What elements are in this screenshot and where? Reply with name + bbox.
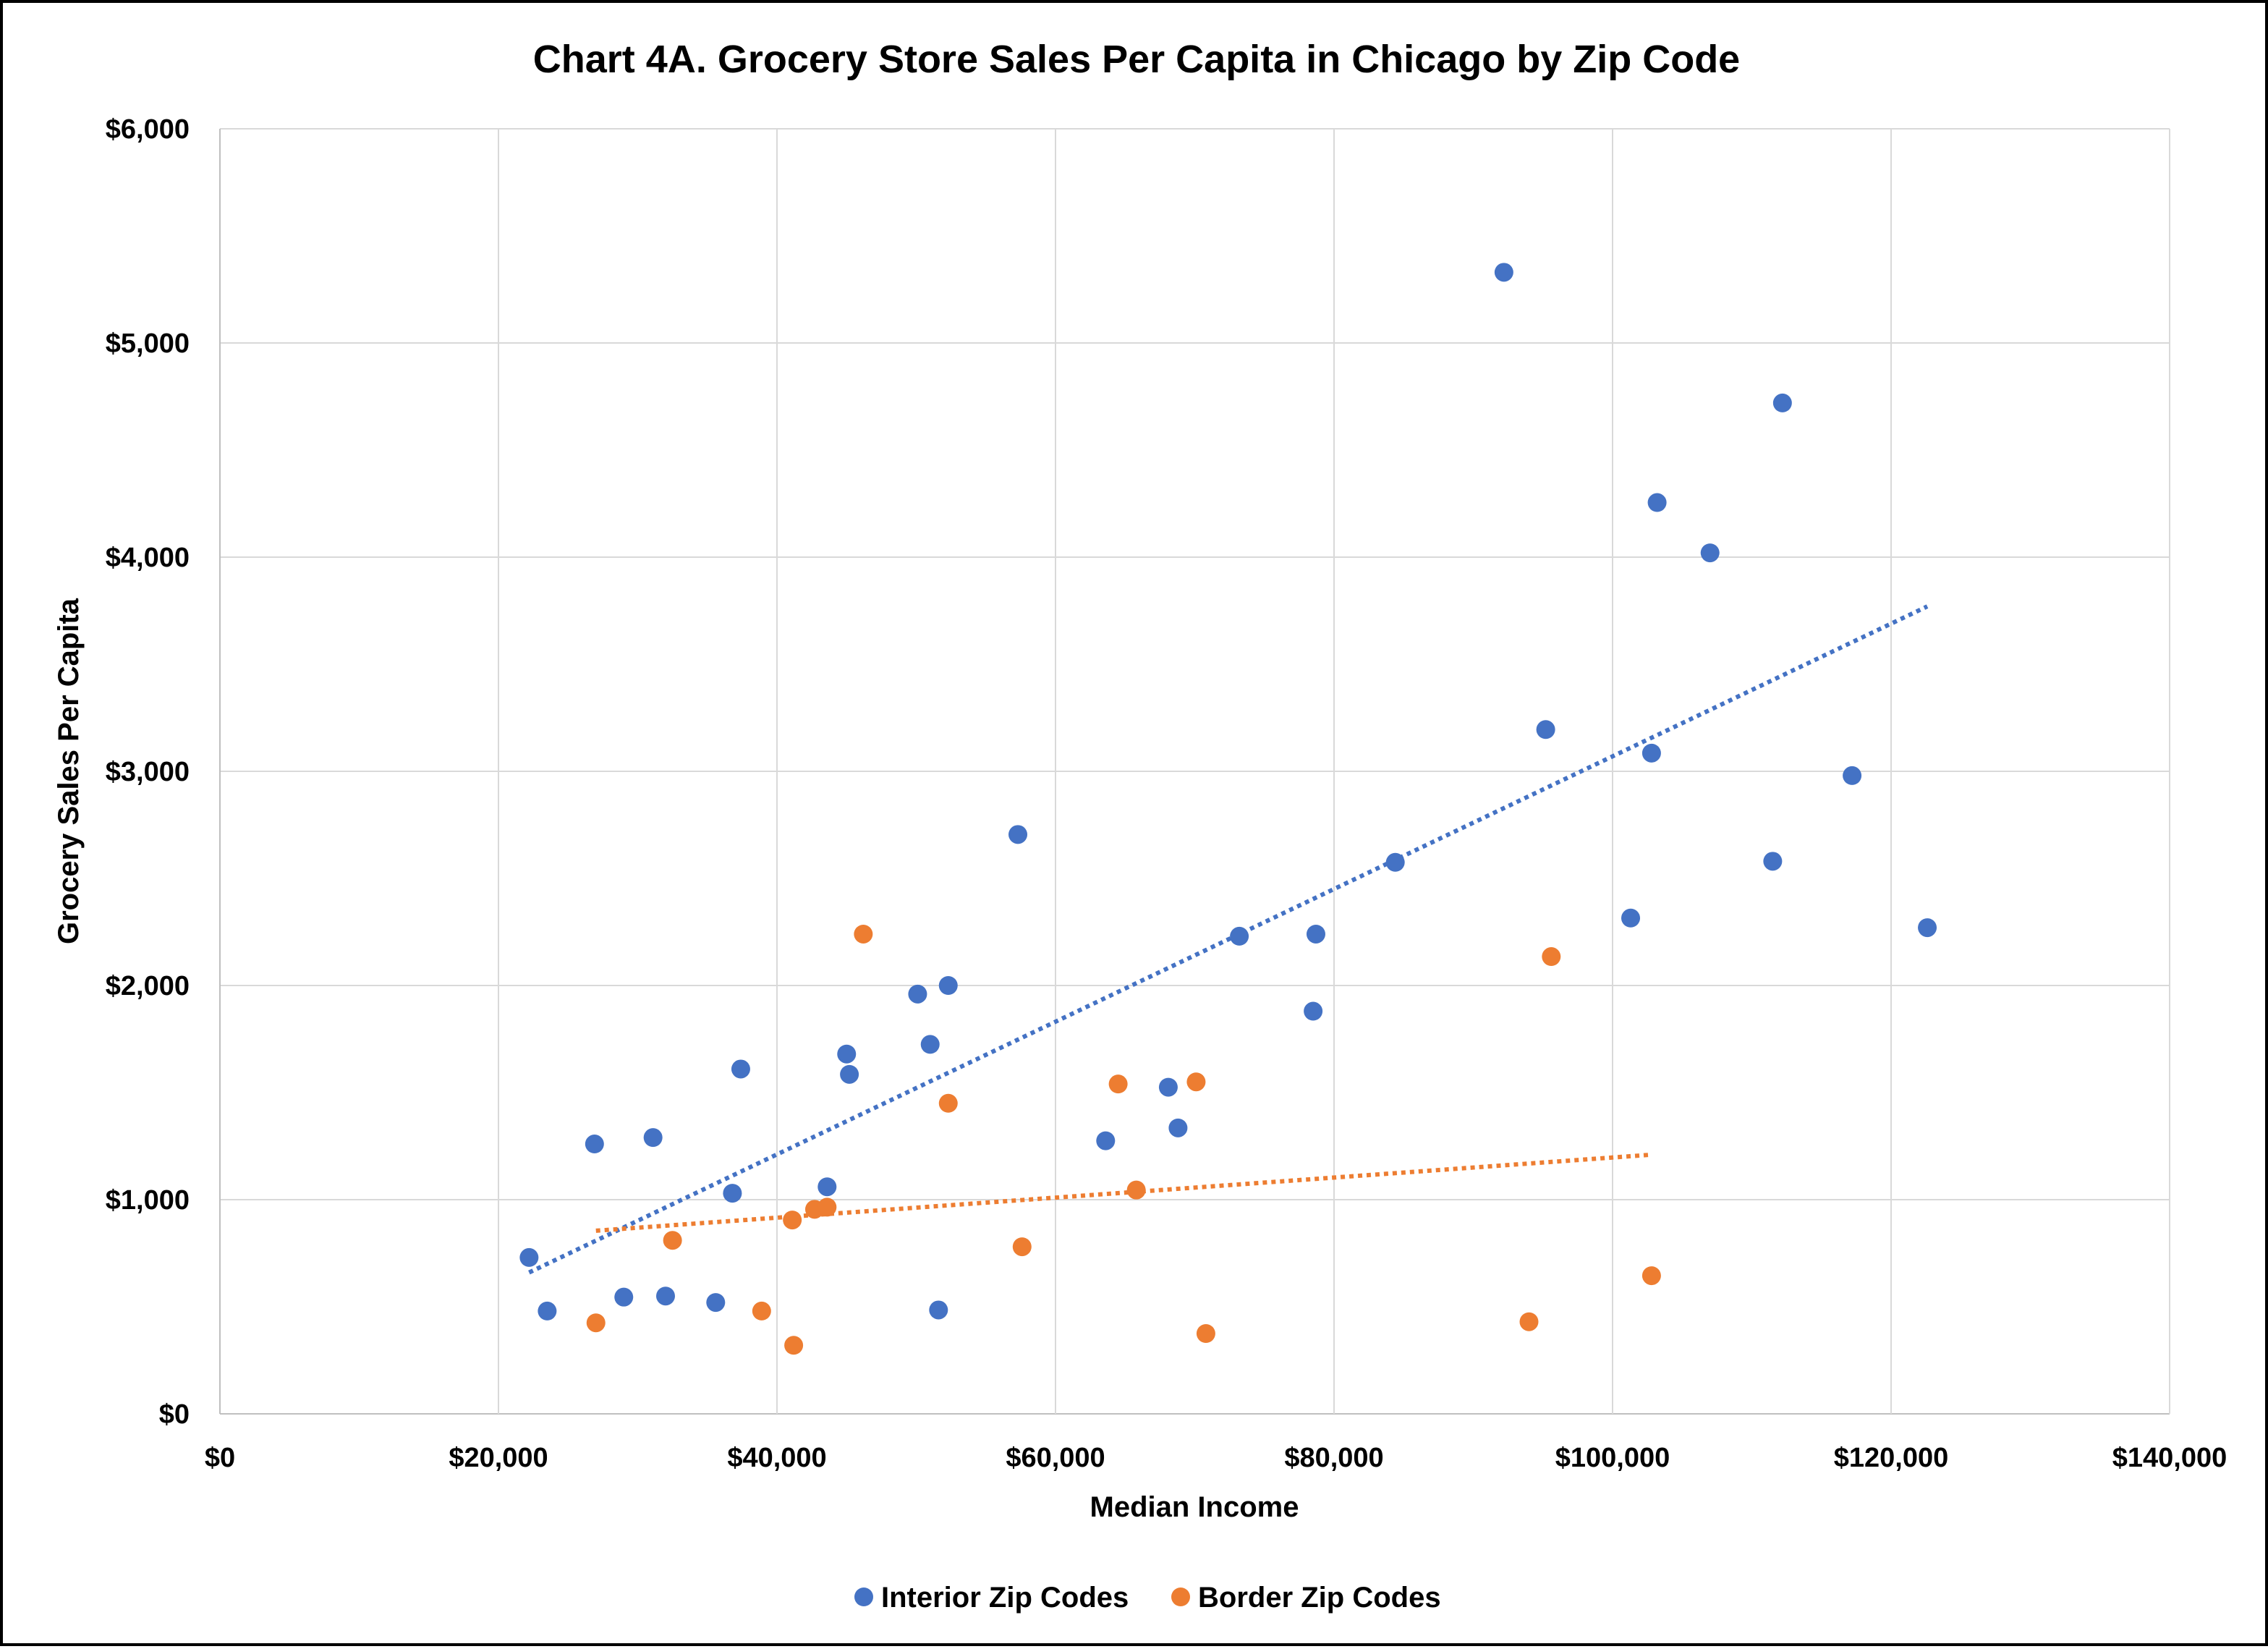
data-point-series-0: [1621, 908, 1641, 928]
data-point-series-0: [1494, 263, 1513, 282]
data-point-series-0: [1096, 1131, 1116, 1150]
data-point-series-0: [706, 1293, 726, 1313]
data-point-series-0: [643, 1128, 663, 1148]
data-point-series-1: [1186, 1072, 1206, 1092]
data-point-series-1: [1126, 1180, 1146, 1200]
trendline-series-0: [528, 604, 1929, 1275]
data-point-series-1: [586, 1313, 606, 1333]
trendline-series-1: [595, 1152, 1652, 1233]
data-point-series-1: [938, 1093, 958, 1113]
y-tick-label: $3,000: [106, 757, 190, 787]
data-point-series-1: [1012, 1237, 1032, 1257]
data-point-series-0: [929, 1300, 948, 1320]
data-point-series-1: [783, 1211, 802, 1230]
data-points: [519, 263, 1937, 1355]
data-point-series-1: [663, 1231, 682, 1250]
data-point-series-0: [1918, 918, 1937, 938]
chart-title: Chart 4A. Grocery Store Sales Per Capita…: [533, 38, 1740, 81]
x-tick-label: $60,000: [1006, 1443, 1105, 1473]
legend-label: Border Zip Codes: [1198, 1582, 1441, 1614]
legend: Interior Zip Codes Border Zip Codes: [854, 1582, 1441, 1614]
data-point-series-0: [585, 1135, 604, 1154]
scatter-chart: Chart 4A. Grocery Store Sales Per Capita…: [53, 38, 2227, 1614]
data-point-series-0: [1843, 766, 1862, 785]
grid-lines: [219, 128, 2170, 1415]
data-point-series-0: [1304, 1001, 1323, 1021]
data-point-series-0: [1536, 720, 1555, 739]
x-tick-label: $100,000: [1555, 1443, 1670, 1473]
data-point-series-0: [538, 1301, 557, 1321]
data-point-series-1: [1641, 1266, 1661, 1286]
data-point-series-1: [1108, 1074, 1128, 1094]
legend-marker: [1171, 1587, 1190, 1606]
data-point-series-0: [614, 1287, 634, 1307]
data-point-series-0: [920, 1035, 940, 1054]
data-point-series-0: [656, 1286, 675, 1306]
data-point-series-0: [723, 1184, 742, 1203]
y-axis-label: Grocery Sales Per Capita: [53, 598, 85, 944]
x-tick-label: $120,000: [1834, 1443, 1949, 1473]
data-point-series-0: [817, 1177, 837, 1197]
trendlines: [528, 604, 1929, 1275]
tick-labels: $0 $1,000 $2,000 $3,000 $4,000 $5,000 $6,000 $0…: [106, 114, 2227, 1473]
y-tick-label: $4,000: [106, 543, 190, 573]
x-axis-label: Median Income: [1090, 1491, 1299, 1523]
y-tick-label: $1,000: [106, 1185, 190, 1216]
data-point-series-1: [1196, 1324, 1215, 1343]
data-point-series-1: [752, 1301, 771, 1321]
data-point-series-0: [1230, 926, 1249, 946]
data-point-series-0: [837, 1044, 857, 1064]
data-point-series-0: [938, 976, 958, 995]
data-point-series-0: [1700, 543, 1720, 563]
x-tick-label: $80,000: [1284, 1443, 1383, 1473]
data-point-series-0: [1168, 1118, 1188, 1137]
data-point-series-0: [1385, 852, 1405, 872]
data-point-series-0: [731, 1059, 750, 1079]
data-point-series-0: [1763, 852, 1783, 871]
x-tick-label: $40,000: [727, 1443, 826, 1473]
data-point-series-0: [1158, 1077, 1178, 1097]
data-point-series-0: [840, 1064, 859, 1084]
data-point-series-0: [908, 984, 927, 1004]
data-point-series-0: [519, 1247, 539, 1267]
data-point-series-0: [1306, 924, 1325, 944]
data-point-series-0: [1008, 825, 1028, 844]
data-point-series-1: [784, 1336, 804, 1355]
legend-marker: [854, 1587, 873, 1606]
y-tick-label: $0: [159, 1399, 190, 1430]
data-point-series-1: [1542, 947, 1561, 967]
data-point-series-0: [1647, 493, 1667, 512]
data-point-series-0: [1641, 743, 1661, 763]
y-tick-label: $6,000: [106, 114, 190, 145]
data-point-series-1: [854, 924, 873, 944]
x-tick-label: $20,000: [449, 1443, 548, 1473]
data-point-series-0: [1772, 393, 1792, 412]
legend-label: Interior Zip Codes: [881, 1582, 1129, 1614]
data-point-series-1: [817, 1197, 837, 1217]
x-tick-label: $140,000: [2112, 1443, 2227, 1473]
data-point-series-1: [1519, 1312, 1539, 1331]
y-tick-label: $5,000: [106, 328, 190, 359]
y-tick-label: $2,000: [106, 971, 190, 1001]
x-tick-label: $0: [205, 1443, 235, 1473]
